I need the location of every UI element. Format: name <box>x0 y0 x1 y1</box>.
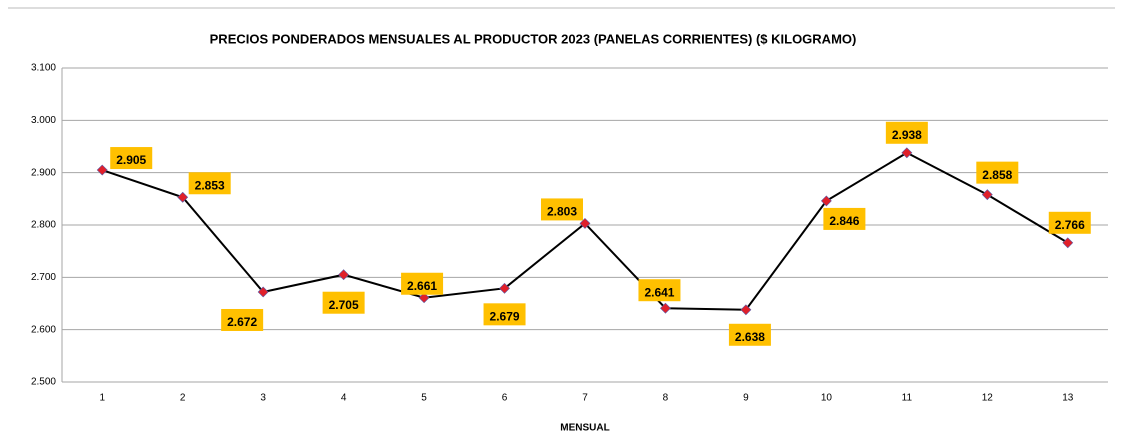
chart: PRECIOS PONDERADOS MENSUALES AL PRODUCTO… <box>0 0 1123 443</box>
x-tick-label: 12 <box>982 393 994 404</box>
x-tick-label: 4 <box>341 393 347 404</box>
x-tick-label: 10 <box>821 393 833 404</box>
x-tick-label: 11 <box>902 393 913 404</box>
y-tick-label: 2.900 <box>31 167 56 178</box>
x-tick-label: 3 <box>260 393 266 404</box>
y-tick-label: 2.600 <box>31 324 56 335</box>
x-tick-label: 9 <box>743 393 749 404</box>
x-axis-label: MENSUAL <box>560 423 609 434</box>
value-label: 2.846 <box>829 214 859 228</box>
marker <box>97 165 107 175</box>
value-label: 2.641 <box>644 285 674 299</box>
y-tick-label: 2.500 <box>31 377 56 388</box>
x-tick-label: 13 <box>1062 393 1074 404</box>
x-tick-label: 6 <box>502 393 508 404</box>
marker <box>982 190 992 200</box>
x-tick-label: 1 <box>99 393 105 404</box>
line <box>102 153 1068 310</box>
value-label: 2.766 <box>1055 218 1085 232</box>
value-label: 2.679 <box>490 309 520 323</box>
marker <box>339 270 349 280</box>
x-tick-label: 5 <box>421 393 427 404</box>
x-tick-label: 8 <box>663 393 669 404</box>
marker <box>902 148 912 158</box>
y-tick-label: 2.700 <box>31 272 56 283</box>
value-label: 2.661 <box>407 279 437 293</box>
value-label: 2.938 <box>892 128 922 142</box>
value-label: 2.705 <box>329 298 359 312</box>
chart-title: PRECIOS PONDERADOS MENSUALES AL PRODUCTO… <box>210 31 857 46</box>
y-tick-label: 3.100 <box>31 63 56 74</box>
value-label: 2.803 <box>547 205 577 219</box>
y-tick-label: 3.000 <box>31 115 56 126</box>
value-label: 2.672 <box>227 315 257 329</box>
value-label: 2.905 <box>116 153 146 167</box>
x-tick-label: 7 <box>582 393 588 404</box>
y-tick-label: 2.800 <box>31 220 56 231</box>
marker <box>1063 238 1073 248</box>
x-tick-label: 2 <box>180 393 186 404</box>
value-label: 2.638 <box>735 330 765 344</box>
value-label: 2.858 <box>982 168 1012 182</box>
value-label: 2.853 <box>195 178 225 192</box>
